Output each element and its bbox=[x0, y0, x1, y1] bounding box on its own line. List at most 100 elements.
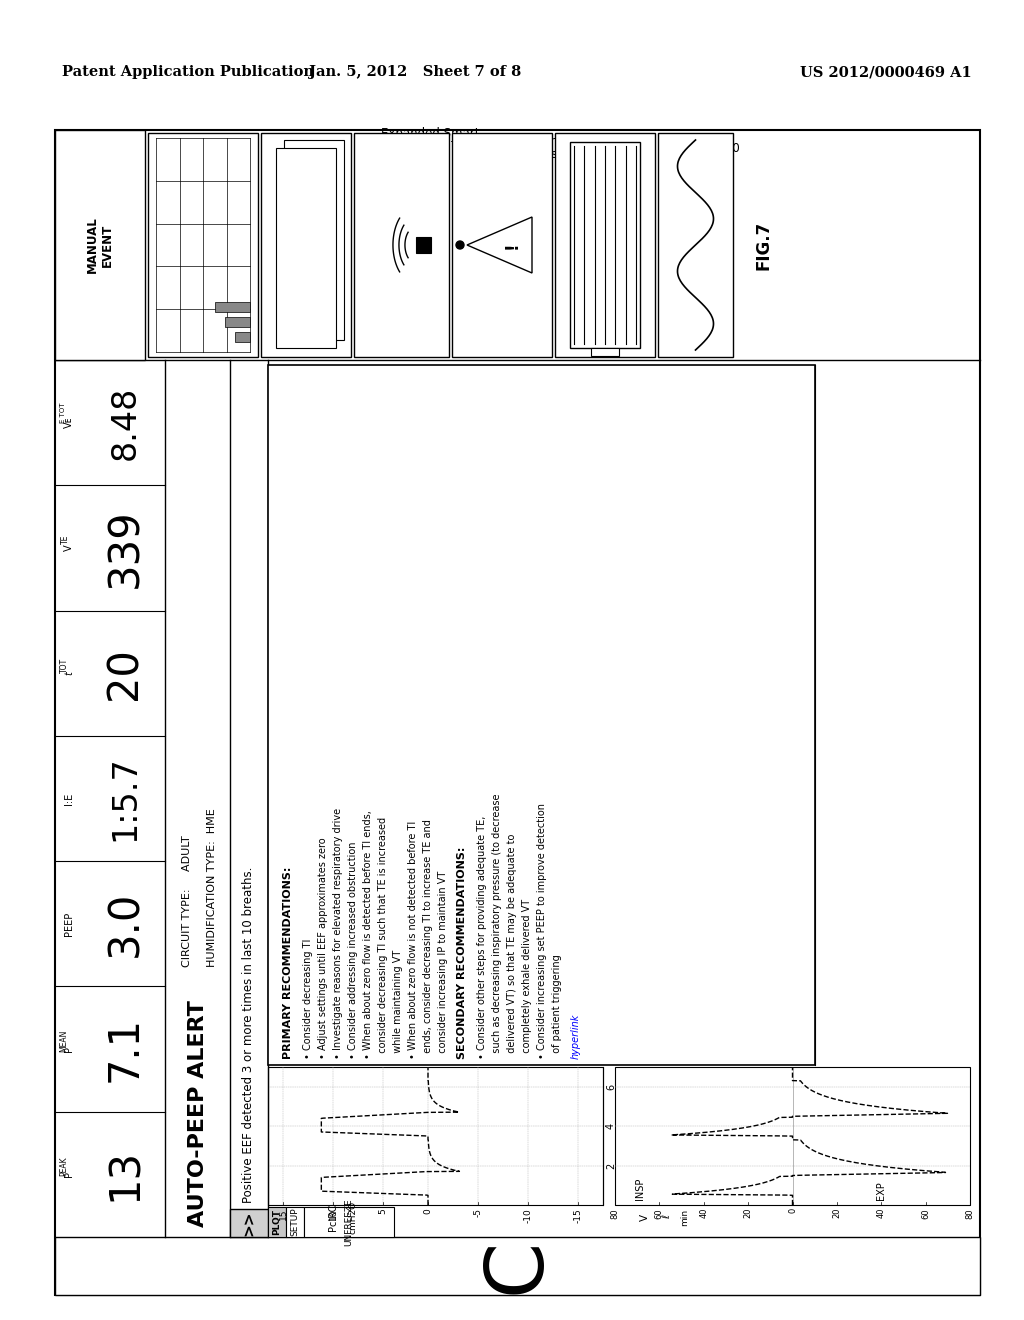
Text: 5: 5 bbox=[379, 1208, 387, 1214]
Text: V: V bbox=[640, 1213, 650, 1221]
Text: Positive EEF detected 3 or more times in last 10 breaths.: Positive EEF detected 3 or more times in… bbox=[243, 867, 256, 1203]
Bar bbox=[55, 129, 980, 1295]
Text: 20: 20 bbox=[743, 1208, 753, 1218]
Text: Vᴇ: Vᴇ bbox=[63, 417, 74, 429]
Polygon shape bbox=[304, 1206, 394, 1237]
Polygon shape bbox=[225, 317, 250, 327]
Text: 13: 13 bbox=[104, 1148, 146, 1201]
Polygon shape bbox=[452, 133, 552, 356]
Text: 7.1: 7.1 bbox=[104, 1016, 146, 1082]
Text: 339: 339 bbox=[104, 508, 146, 587]
Text: consider decreasing TI such that TE is increased: consider decreasing TI such that TE is i… bbox=[378, 817, 388, 1059]
Text: such as decreasing inspiratory pressure (to decrease: such as decreasing inspiratory pressure … bbox=[492, 793, 502, 1059]
Text: HUMIDIFICATION TYPE:  HME: HUMIDIFICATION TYPE: HME bbox=[207, 808, 217, 968]
Text: 60: 60 bbox=[922, 1208, 930, 1218]
Text: UNFREEZE: UNFREEZE bbox=[344, 1199, 353, 1246]
Text: ~700: ~700 bbox=[62, 168, 103, 182]
Polygon shape bbox=[148, 133, 258, 356]
Text: • Consider increasing set PEEP to improve detection: • Consider increasing set PEEP to improv… bbox=[537, 803, 547, 1059]
Text: PLOT: PLOT bbox=[272, 1209, 282, 1236]
Polygon shape bbox=[467, 216, 532, 273]
Text: C: C bbox=[478, 1238, 556, 1294]
Polygon shape bbox=[416, 238, 431, 253]
Text: Expanded Smart: Expanded Smart bbox=[381, 127, 479, 140]
Polygon shape bbox=[215, 302, 250, 312]
Text: TOT: TOT bbox=[59, 657, 69, 673]
Text: EXP: EXP bbox=[877, 1181, 886, 1200]
Text: -15: -15 bbox=[573, 1208, 583, 1222]
Text: AUTO-PEEP ALERT: AUTO-PEEP ALERT bbox=[187, 1001, 208, 1228]
Text: TE: TE bbox=[60, 535, 70, 544]
Text: PcIRC: PcIRC bbox=[328, 1204, 338, 1230]
Text: Hyperlink 710: Hyperlink 710 bbox=[656, 143, 739, 154]
Text: E TOT: E TOT bbox=[60, 403, 66, 422]
Text: • When about zero flow is detected before TI ends,: • When about zero flow is detected befor… bbox=[362, 810, 373, 1059]
Text: Prompt 706: Prompt 706 bbox=[403, 140, 472, 153]
Text: I:E: I:E bbox=[63, 792, 74, 805]
Text: delivered VT) so that TE may be adequate to: delivered VT) so that TE may be adequate… bbox=[507, 834, 517, 1059]
Polygon shape bbox=[615, 1067, 970, 1205]
Text: while maintaining VT: while maintaining VT bbox=[393, 950, 403, 1059]
Text: -5: -5 bbox=[473, 1208, 482, 1217]
Text: • Adjust settings until EEF approximates zero: • Adjust settings until EEF approximates… bbox=[318, 837, 328, 1059]
Circle shape bbox=[456, 242, 464, 249]
Text: SECONDARY RECOMMENDATIONS:: SECONDARY RECOMMENDATIONS: bbox=[457, 846, 467, 1059]
Text: min: min bbox=[681, 1208, 689, 1225]
Text: 8.48: 8.48 bbox=[109, 385, 141, 459]
Text: Message(s) 708: Message(s) 708 bbox=[534, 148, 627, 161]
Text: 10: 10 bbox=[329, 1208, 338, 1220]
Text: consider increasing IP to maintain VT: consider increasing IP to maintain VT bbox=[438, 871, 449, 1059]
Text: • Investigate reasons for elevated respiratory drive: • Investigate reasons for elevated respi… bbox=[333, 808, 343, 1059]
Polygon shape bbox=[354, 133, 449, 356]
Polygon shape bbox=[230, 1209, 268, 1237]
Polygon shape bbox=[234, 333, 250, 342]
Polygon shape bbox=[591, 348, 618, 356]
Text: PRIMARY RECOMMENDATIONS:: PRIMARY RECOMMENDATIONS: bbox=[283, 867, 293, 1059]
Polygon shape bbox=[55, 129, 145, 360]
Text: 0: 0 bbox=[424, 1208, 432, 1214]
Polygon shape bbox=[284, 140, 344, 341]
Text: 20: 20 bbox=[833, 1208, 842, 1218]
Text: -10: -10 bbox=[523, 1208, 532, 1222]
Text: INSP: INSP bbox=[635, 1177, 645, 1200]
Text: P: P bbox=[63, 1171, 74, 1177]
Text: 60: 60 bbox=[655, 1208, 664, 1218]
Text: P: P bbox=[63, 1045, 74, 1052]
Text: FIG.7: FIG.7 bbox=[754, 220, 772, 269]
Text: Recommendation: Recommendation bbox=[523, 135, 627, 148]
Text: • Consider decreasing TI: • Consider decreasing TI bbox=[303, 939, 313, 1059]
Text: 40: 40 bbox=[699, 1208, 709, 1218]
Text: 704: 704 bbox=[301, 165, 324, 178]
Text: 80: 80 bbox=[610, 1208, 620, 1218]
Text: 0: 0 bbox=[788, 1208, 797, 1213]
Text: Expand Icon: Expand Icon bbox=[269, 152, 341, 165]
Text: PEAK: PEAK bbox=[59, 1156, 69, 1176]
Text: Smart Prompt: Smart Prompt bbox=[169, 135, 251, 148]
Polygon shape bbox=[276, 148, 336, 348]
Text: 40: 40 bbox=[877, 1208, 886, 1218]
Text: 702: 702 bbox=[207, 149, 229, 162]
Text: 20: 20 bbox=[104, 647, 146, 700]
Text: 4: 4 bbox=[606, 1123, 616, 1129]
Text: 1:5.7: 1:5.7 bbox=[109, 755, 141, 841]
Polygon shape bbox=[570, 143, 640, 348]
Text: >>: >> bbox=[242, 1210, 256, 1236]
Text: MEAN: MEAN bbox=[59, 1030, 69, 1052]
Polygon shape bbox=[261, 133, 351, 356]
Polygon shape bbox=[268, 366, 815, 1065]
Text: US 2012/0000469 A1: US 2012/0000469 A1 bbox=[800, 65, 972, 79]
Text: cmH2O: cmH2O bbox=[348, 1200, 357, 1234]
Polygon shape bbox=[286, 1206, 304, 1237]
Text: t: t bbox=[63, 672, 74, 675]
Text: ends, consider decreasing TI to increase TE and: ends, consider decreasing TI to increase… bbox=[423, 820, 433, 1059]
Text: hyperlink: hyperlink bbox=[571, 1014, 581, 1059]
Polygon shape bbox=[268, 1067, 603, 1205]
Polygon shape bbox=[55, 1237, 980, 1295]
Text: 6: 6 bbox=[606, 1084, 616, 1090]
Text: MANUAL
EVENT: MANUAL EVENT bbox=[86, 216, 114, 273]
Text: PEEP: PEEP bbox=[63, 912, 74, 936]
Text: 3.0: 3.0 bbox=[104, 891, 146, 957]
Text: ℓ: ℓ bbox=[662, 1214, 672, 1218]
Text: completely exhale delivered VT: completely exhale delivered VT bbox=[522, 899, 532, 1059]
Text: 80: 80 bbox=[966, 1208, 975, 1218]
